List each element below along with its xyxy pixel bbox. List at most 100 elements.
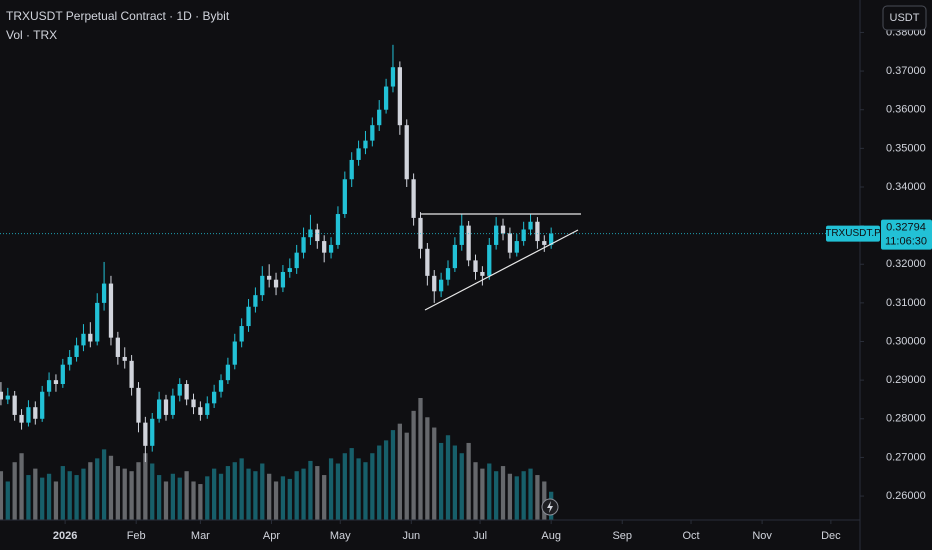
y-tick-label: 0.28000 [886, 413, 926, 425]
volume-bar [156, 475, 162, 520]
candle-body [40, 391, 45, 419]
candle-body [500, 225, 506, 234]
candle-body [260, 275, 265, 296]
candle-body [445, 268, 451, 280]
volume-bar [438, 442, 444, 520]
candle-body [198, 407, 203, 415]
volume-bar [363, 462, 368, 520]
candle-body [81, 333, 86, 346]
candle-body [212, 391, 217, 404]
volume-bar [246, 468, 251, 520]
volume-bar [136, 462, 141, 520]
candle-body [12, 395, 17, 415]
candle-layer [0, 44, 860, 463]
symbol-tag-bg [826, 225, 880, 242]
volume-bar [198, 484, 203, 520]
candle-body [528, 221, 533, 230]
candle-body [246, 306, 251, 327]
candle-body [143, 422, 148, 446]
price-tag-value: 0.32794 [886, 221, 926, 233]
volume-bar [53, 481, 59, 520]
volume-bar [301, 468, 306, 520]
candle-body [301, 237, 306, 253]
candle-body [315, 229, 320, 242]
volume-bar [432, 427, 437, 520]
volume-bar [480, 468, 485, 520]
currency-button[interactable] [882, 5, 927, 31]
candle-body [95, 302, 100, 342]
candle-body [473, 260, 478, 272]
candle-body [115, 337, 120, 357]
candle-body [308, 229, 313, 238]
volume-bar [33, 468, 38, 520]
volume-bar [40, 477, 45, 520]
volume-bar [67, 471, 72, 520]
candle-body [225, 364, 231, 381]
chart-title: TRXUSDT Perpetual Contract · 1D · Bybit [6, 9, 230, 23]
candle-body [53, 380, 59, 385]
candle-body [390, 67, 396, 87]
candle-body [377, 109, 382, 126]
volume-bar [115, 466, 120, 520]
candle-body [26, 407, 31, 423]
candle-body [514, 241, 519, 253]
candle-body [370, 125, 375, 141]
volume-bar [335, 463, 341, 520]
x-tick-label: Jul [473, 530, 487, 542]
candle-body [535, 221, 540, 242]
x-tick-label: Nov [752, 530, 772, 542]
candle-body [46, 380, 52, 392]
candle-body [60, 364, 65, 385]
price-tag-bg [881, 219, 932, 250]
candle-body [101, 283, 107, 303]
candle-body [184, 384, 189, 400]
volume-bar [521, 471, 526, 520]
volume-bar [328, 458, 334, 520]
candle-body [335, 214, 341, 245]
y-tick-label: 0.32000 [886, 258, 926, 270]
candle-body [273, 279, 279, 288]
volume-bar [294, 471, 299, 520]
candle-body [349, 159, 354, 180]
volume-bar [129, 471, 134, 520]
x-tick-label: Mar [191, 530, 210, 542]
volume-bar [218, 473, 224, 520]
candle-body [136, 387, 141, 423]
volume-bar [445, 435, 451, 520]
candle-body [177, 384, 182, 396]
volume-bar [280, 476, 286, 520]
volume-bar [74, 475, 79, 520]
candle-body [0, 391, 4, 400]
volume-bar [425, 417, 430, 520]
candle-body [487, 244, 492, 276]
candle-body [88, 333, 93, 342]
volume-bar [212, 468, 217, 520]
volume-bar [322, 475, 327, 520]
volume-bar [232, 462, 237, 520]
volume-bar [535, 475, 540, 520]
volume-bar [26, 475, 31, 520]
x-tick-label: Aug [541, 530, 561, 542]
volume-bar [88, 462, 93, 520]
volume-bar [459, 453, 464, 520]
volume-bar [108, 455, 114, 520]
candle-body [383, 86, 389, 110]
volume-bar [143, 453, 148, 520]
volume-bar [122, 468, 127, 520]
candle-body [294, 252, 299, 269]
currency-button-label: USDT [890, 12, 920, 24]
alert-bolt [547, 501, 553, 513]
candle-body [253, 295, 258, 307]
x-tick-label: May [330, 530, 351, 542]
volume-bar [411, 410, 416, 520]
price-tag-countdown: 11:06:30 [885, 235, 927, 247]
candle-body [19, 414, 24, 423]
chart-subtitle: Vol · TRX [6, 28, 57, 42]
candle-body [267, 275, 272, 280]
volume-bar [12, 462, 17, 520]
price-axis-bg [860, 0, 932, 550]
volume-bar [487, 463, 492, 520]
y-tick-label: 0.35000 [886, 142, 926, 154]
candle-body [328, 244, 334, 253]
